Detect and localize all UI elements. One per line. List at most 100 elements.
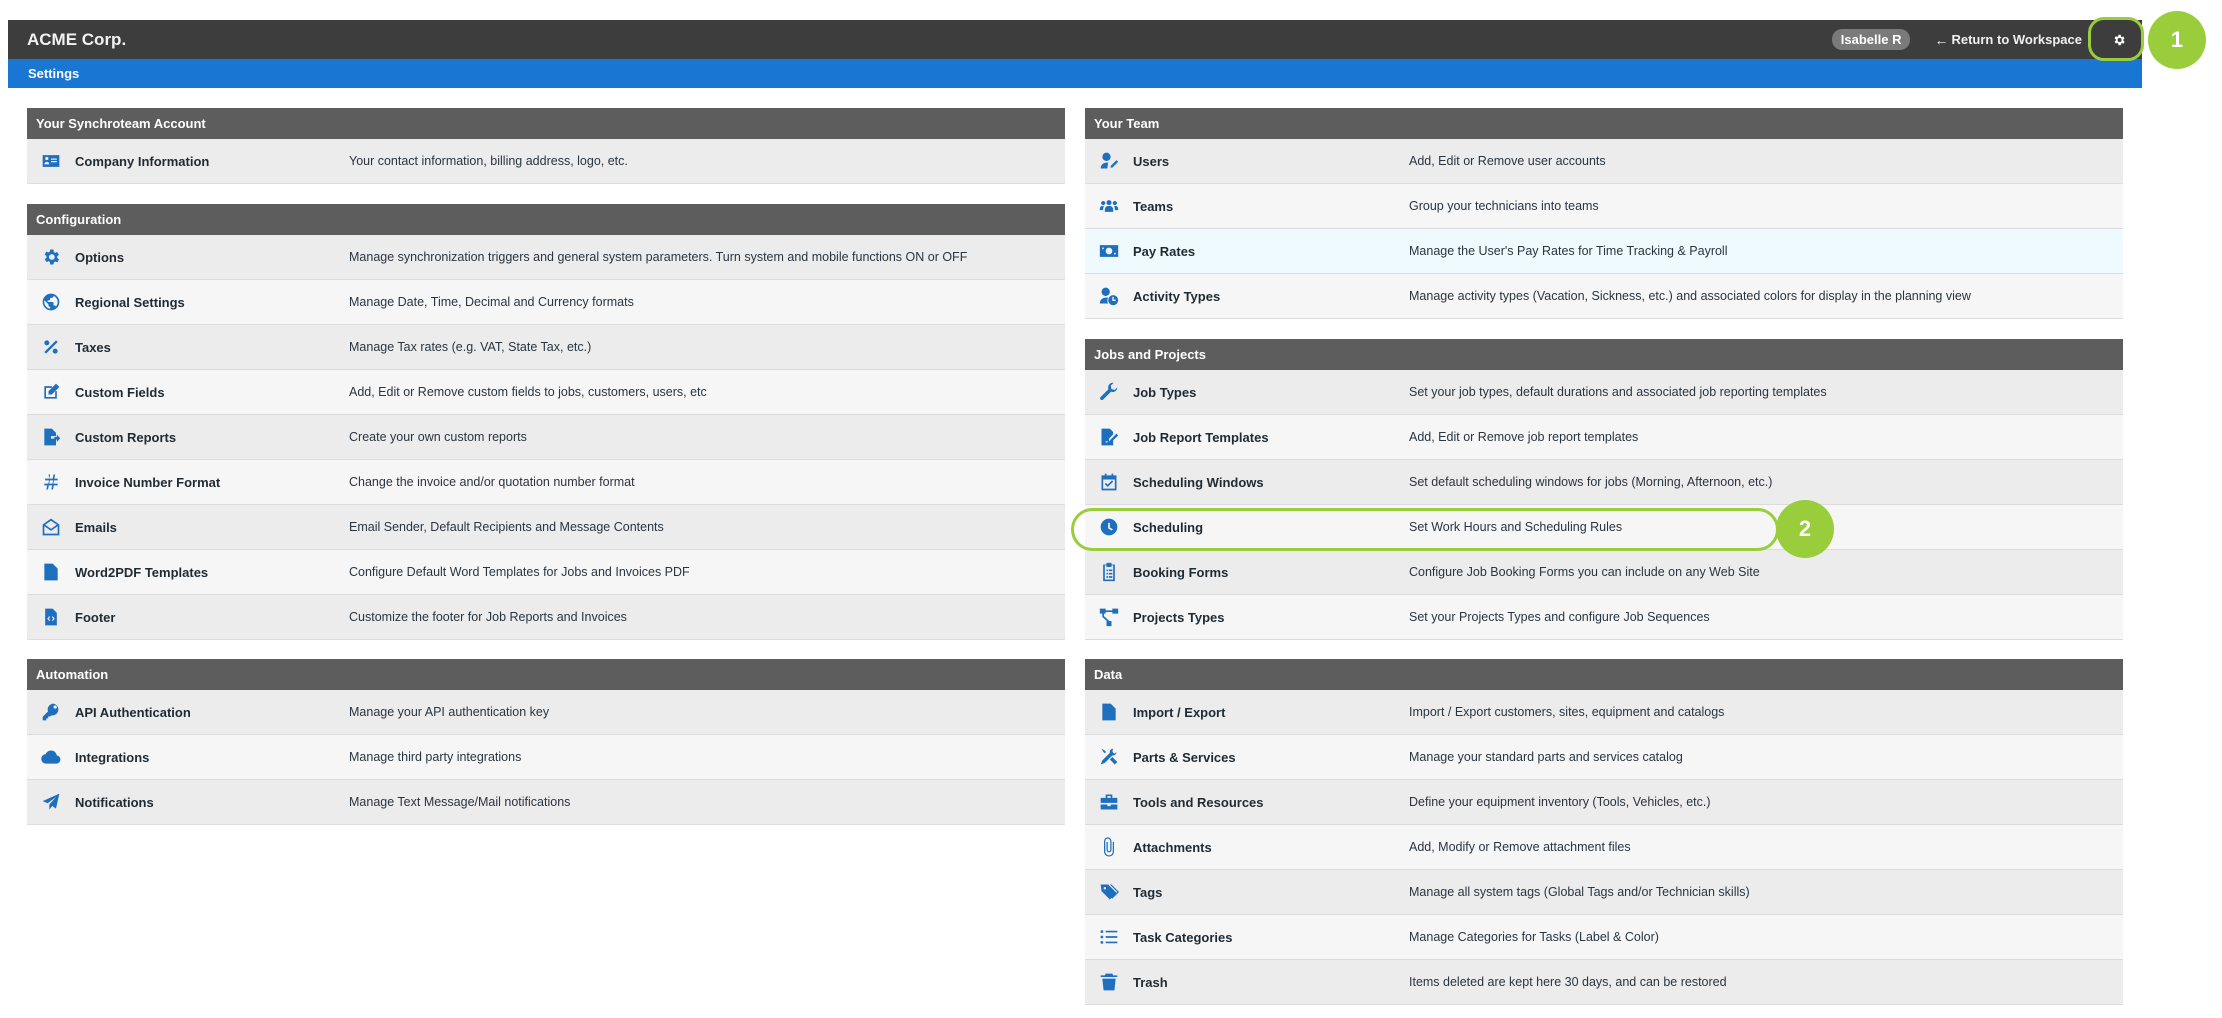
settings-row-activity-types[interactable]: Activity Types Manage activity types (Vac… [1085,274,2123,319]
top-bar-actions: Isabelle R ← Return to Workspace [1831,20,2142,59]
settings-row-company-information[interactable]: Company Information Your contact informat… [27,139,1065,184]
settings-row-tools-and-resources[interactable]: Tools and Resources Define your equipment… [1085,780,2123,825]
settings-row-import-export[interactable]: Import / Export Import / Export customers… [1085,690,2123,735]
row-label[interactable]: Custom Fields [75,384,165,400]
row-label[interactable]: Job Report Templates [1133,429,1269,445]
row-label[interactable]: Emails [75,519,117,535]
row-description: Add, Edit or Remove custom fields to job… [349,385,707,399]
paper-plane-icon [27,792,75,812]
settings-row-task-categories[interactable]: Task Categories Manage Categories for Tas… [1085,915,2123,960]
settings-gear-button[interactable] [2096,20,2142,59]
settings-row-scheduling-windows[interactable]: Scheduling Windows Set default scheduling… [1085,460,2123,505]
hashtag-icon [27,472,75,492]
brand-logo[interactable]: ACME Corp. [27,29,127,49]
row-label[interactable]: Projects Types [1133,609,1225,625]
settings-row-job-types[interactable]: Job Types Set your job types, default dur… [1085,370,2123,415]
row-label[interactable]: Scheduling [1133,519,1204,535]
panel-jobs-and-projects: Jobs and Projects Job Types Set your job … [1085,339,2123,640]
row-label[interactable]: Users [1133,153,1170,169]
return-to-workspace-link[interactable]: ← Return to Workspace [1934,32,2082,48]
panel-header: Your Team [1085,108,2123,139]
settings-row-teams[interactable]: Teams Group your technicians into teams [1085,184,2123,229]
row-description: Configure Job Booking Forms you can incl… [1409,565,1760,579]
row-label[interactable]: Invoice Number Format [75,474,221,490]
panel-automation: Automation API Authentication Manage your… [27,659,1065,825]
row-label[interactable]: Import / Export [1133,704,1226,720]
row-label[interactable]: Trash [1133,974,1168,990]
key-icon [27,702,75,722]
row-label[interactable]: Task Categories [1133,929,1233,945]
row-label[interactable]: Job Types [1133,384,1197,400]
row-description: Set your job types, default durations an… [1409,385,1827,399]
panel-your-team: Your Team Users Add, Edit or Remove user … [1085,108,2123,319]
tags-icon [1085,882,1133,902]
settings-row-integrations[interactable]: Integrations Manage third party integrati… [27,735,1065,780]
row-description: Add, Edit or Remove user accounts [1409,154,1606,168]
row-label[interactable]: Booking Forms [1133,564,1229,580]
row-description: Manage Tax rates (e.g. VAT, State Tax, e… [349,340,592,354]
callout-ring-gear [2088,17,2144,61]
settings-row-parts-services[interactable]: Parts & Services Manage your standard par… [1085,735,2123,780]
page-title: Settings [28,66,80,81]
clock-icon [1085,517,1133,537]
id-card-icon [27,151,75,171]
settings-row-invoice-number-format[interactable]: Invoice Number Format Change the invoice … [27,460,1065,505]
row-description: Define your equipment inventory (Tools, … [1409,795,1711,809]
row-label[interactable]: Integrations [75,749,150,765]
settings-row-word2pdf-templates[interactable]: Word2PDF Templates Configure Default Word… [27,550,1065,595]
panel-data: Data Import / Export Import / Export cust… [1085,659,2123,1005]
file-code-icon [27,607,75,627]
row-label[interactable]: Taxes [75,339,111,355]
row-description: Manage Text Message/Mail notifications [349,795,571,809]
row-label[interactable]: Footer [75,609,116,625]
settings-row-custom-fields[interactable]: Custom Fields Add, Edit or Remove custom … [27,370,1065,415]
row-label[interactable]: Tools and Resources [1133,794,1264,810]
settings-row-taxes[interactable]: Taxes Manage Tax rates (e.g. VAT, State T… [27,325,1065,370]
row-label[interactable]: Parts & Services [1133,749,1236,765]
row-label[interactable]: Tags [1133,884,1163,900]
row-description: Manage third party integrations [349,750,522,764]
settings-row-attachments[interactable]: Attachments Add, Modify or Remove attachm… [1085,825,2123,870]
settings-row-regional-settings[interactable]: Regional Settings Manage Date, Time, Deci… [27,280,1065,325]
settings-row-tags[interactable]: Tags Manage all system tags (Global Tags … [1085,870,2123,915]
row-description: Import / Export customers, sites, equipm… [1409,705,1725,719]
settings-row-api-authentication[interactable]: API Authentication Manage your API authen… [27,690,1065,735]
row-label[interactable]: Pay Rates [1133,243,1196,259]
settings-row-footer[interactable]: Footer Customize the footer for Job Repor… [27,595,1065,640]
gear-icon [2114,34,2125,45]
settings-row-booking-forms[interactable]: Booking Forms Configure Job Booking Forms… [1085,550,2123,595]
settings-row-job-report-templates[interactable]: Job Report Templates Add, Edit or Remove … [1085,415,2123,460]
settings-row-options[interactable]: Options Manage synchronization triggers a… [27,235,1065,280]
row-description: Add, Modify or Remove attachment files [1409,840,1631,854]
project-diagram-icon [1085,607,1133,627]
row-label[interactable]: Teams [1133,198,1174,214]
row-label[interactable]: Custom Reports [75,429,177,445]
row-label[interactable]: Options [75,249,125,265]
row-label[interactable]: Word2PDF Templates [75,564,209,580]
row-description: Group your technicians into teams [1409,199,1599,213]
file-csv-icon [1085,702,1133,722]
settings-row-emails[interactable]: Emails Email Sender, Default Recipients a… [27,505,1065,550]
settings-row-notifications[interactable]: Notifications Manage Text Message/Mail no… [27,780,1065,825]
settings-row-pay-rates[interactable]: Pay Rates Manage the User's Pay Rates for… [1085,229,2123,274]
user-badge[interactable]: Isabelle R [1831,29,1911,50]
row-description: Your contact information, billing addres… [349,154,628,168]
row-label[interactable]: Activity Types [1133,288,1221,304]
row-label[interactable]: Regional Settings [75,294,185,310]
row-label[interactable]: Company Information [75,153,210,169]
row-label[interactable]: Scheduling Windows [1133,474,1264,490]
panel-account: Your Synchroteam Account Company Informa… [27,108,1065,184]
row-description: Manage synchronization triggers and gene… [349,250,968,264]
user-clock-icon [1085,286,1133,306]
row-description: Manage the User's Pay Rates for Time Tra… [1409,244,1728,258]
row-description: Set Work Hours and Scheduling Rules [1409,520,1623,534]
panel-header: Data [1085,659,2123,690]
row-label[interactable]: API Authentication [75,704,191,720]
row-label[interactable]: Attachments [1133,839,1212,855]
settings-row-users[interactable]: Users Add, Edit or Remove user accounts [1085,139,2123,184]
settings-row-trash[interactable]: Trash Items deleted are kept here 30 days… [1085,960,2123,1005]
row-label[interactable]: Notifications [75,794,154,810]
row-description: Manage your API authentication key [349,705,550,719]
settings-row-custom-reports[interactable]: Custom Reports Create your own custom rep… [27,415,1065,460]
settings-row-projects-types[interactable]: Projects Types Set your Projects Types an… [1085,595,2123,640]
